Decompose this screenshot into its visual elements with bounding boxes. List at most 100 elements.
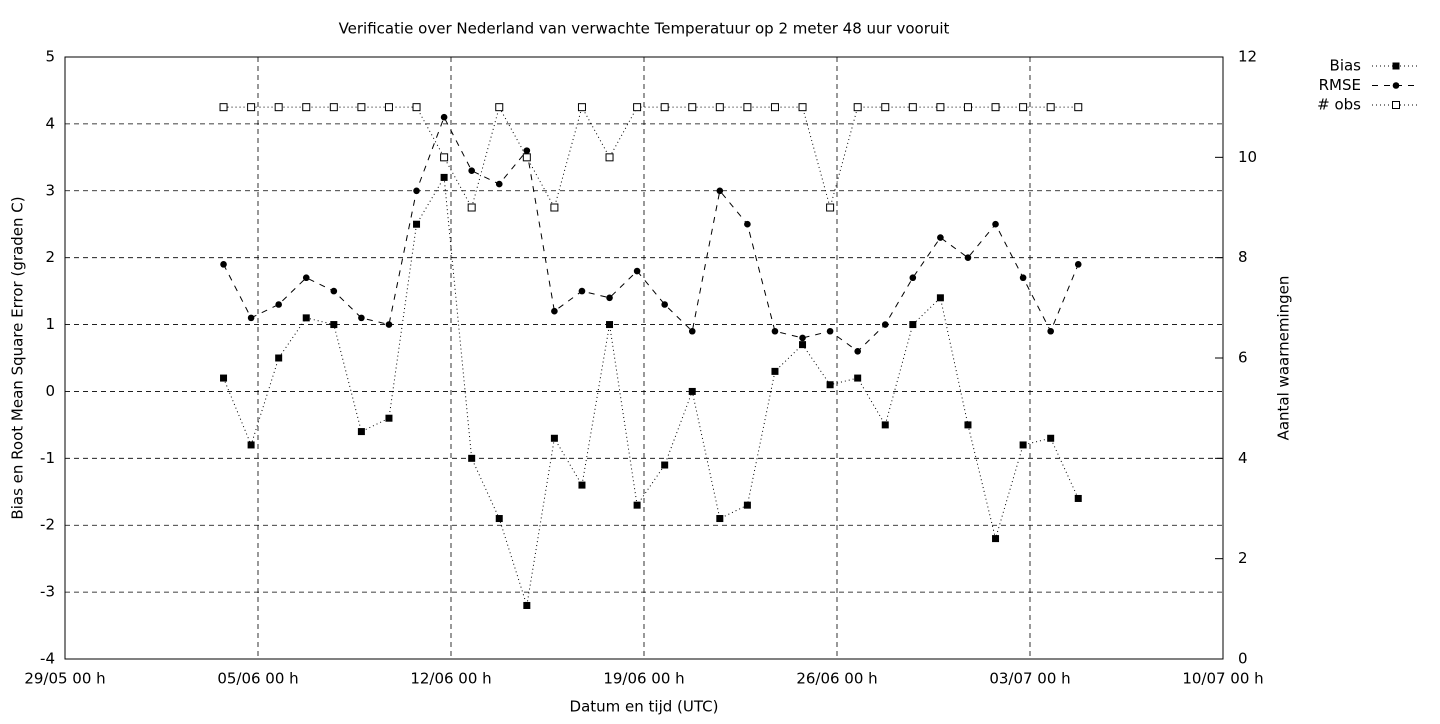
marker — [384, 103, 393, 112]
marker — [881, 321, 889, 328]
marker — [413, 220, 421, 228]
legend-label: RMSE — [1319, 76, 1361, 94]
marker — [440, 153, 449, 162]
marker — [964, 254, 972, 261]
marker — [385, 321, 393, 328]
marker — [937, 234, 944, 241]
marker — [1019, 441, 1027, 449]
marker — [660, 103, 669, 112]
marker — [716, 515, 724, 523]
marker — [468, 167, 475, 175]
x-tick-label: 03/07 00 h — [989, 670, 1070, 688]
marker — [936, 103, 945, 112]
x-tick-label: 05/06 00 h — [217, 670, 298, 688]
x-tick-label: 10/07 00 h — [1182, 670, 1263, 688]
marker — [661, 461, 669, 469]
x-axis-label: Datum en tijd (UTC) — [570, 698, 719, 716]
marker — [743, 501, 751, 509]
marker — [881, 103, 890, 112]
marker — [936, 294, 944, 302]
marker — [991, 103, 1000, 112]
marker — [964, 421, 972, 429]
y-tick-label: 0 — [45, 382, 55, 400]
y2-tick-label: 6 — [1238, 349, 1248, 367]
marker — [854, 374, 862, 382]
y2-tick-label: 12 — [1238, 48, 1257, 66]
legend-marker — [1392, 101, 1400, 109]
y-tick-label: -4 — [40, 650, 55, 668]
y-axis-label: Bias en Root Mean Square Error (graden C… — [9, 196, 27, 519]
x-tick-label: 29/05 00 h — [24, 670, 105, 688]
y-tick-label: -2 — [40, 516, 55, 534]
marker — [771, 327, 779, 335]
marker — [330, 287, 338, 295]
marker — [219, 103, 228, 112]
y-tick-label: 3 — [45, 181, 55, 199]
marker — [1019, 103, 1028, 112]
marker — [826, 381, 834, 389]
marker — [220, 261, 227, 268]
marker — [523, 147, 531, 154]
marker — [495, 180, 503, 188]
marker — [606, 294, 613, 302]
marker — [467, 203, 476, 212]
marker — [992, 535, 1000, 543]
marker — [495, 103, 504, 112]
marker — [1074, 103, 1083, 112]
marker — [799, 334, 806, 342]
marker — [275, 301, 282, 308]
marker — [357, 428, 365, 436]
marker — [220, 374, 228, 382]
marker — [1019, 274, 1027, 282]
marker — [744, 220, 751, 228]
y-tick-label: 1 — [45, 315, 55, 333]
marker — [909, 321, 917, 329]
marker — [908, 103, 917, 112]
marker — [247, 441, 255, 449]
plot-frame — [64, 56, 1224, 660]
marker — [633, 267, 641, 275]
marker — [523, 601, 531, 609]
marker — [275, 354, 283, 362]
marker — [1074, 494, 1082, 502]
marker — [274, 103, 283, 112]
marker — [826, 327, 834, 335]
y2-tick-label: 4 — [1238, 449, 1248, 467]
marker — [413, 187, 420, 195]
series-line — [223, 105, 1079, 210]
y-tick-label: 5 — [45, 48, 55, 66]
marker — [963, 103, 972, 112]
y-tick-label: -3 — [40, 583, 55, 601]
marker — [770, 103, 779, 112]
x-tick-label: 12/06 00 h — [410, 670, 491, 688]
marker — [771, 367, 779, 375]
marker — [550, 434, 558, 442]
marker — [578, 481, 586, 489]
marker — [495, 515, 503, 523]
marker — [577, 103, 586, 112]
marker — [385, 414, 393, 422]
marker — [743, 103, 752, 112]
marker — [606, 321, 614, 329]
legend-marker — [1392, 62, 1400, 70]
marker — [247, 314, 255, 322]
marker — [688, 103, 697, 112]
marker — [715, 103, 724, 112]
marker — [661, 301, 668, 308]
marker — [302, 103, 311, 112]
marker — [716, 187, 724, 195]
legend-marker — [1392, 82, 1400, 89]
marker — [799, 341, 807, 349]
marker — [633, 501, 641, 509]
marker — [440, 173, 448, 181]
x-tick-label: 26/06 00 h — [796, 670, 877, 688]
series-line — [223, 115, 1079, 352]
y-tick-label: -1 — [40, 449, 55, 467]
marker — [688, 327, 696, 335]
marker — [853, 103, 862, 112]
marker — [826, 203, 835, 212]
marker — [440, 113, 448, 121]
marker — [412, 103, 421, 112]
marker — [329, 103, 338, 112]
y-tick-label: 4 — [45, 114, 55, 132]
